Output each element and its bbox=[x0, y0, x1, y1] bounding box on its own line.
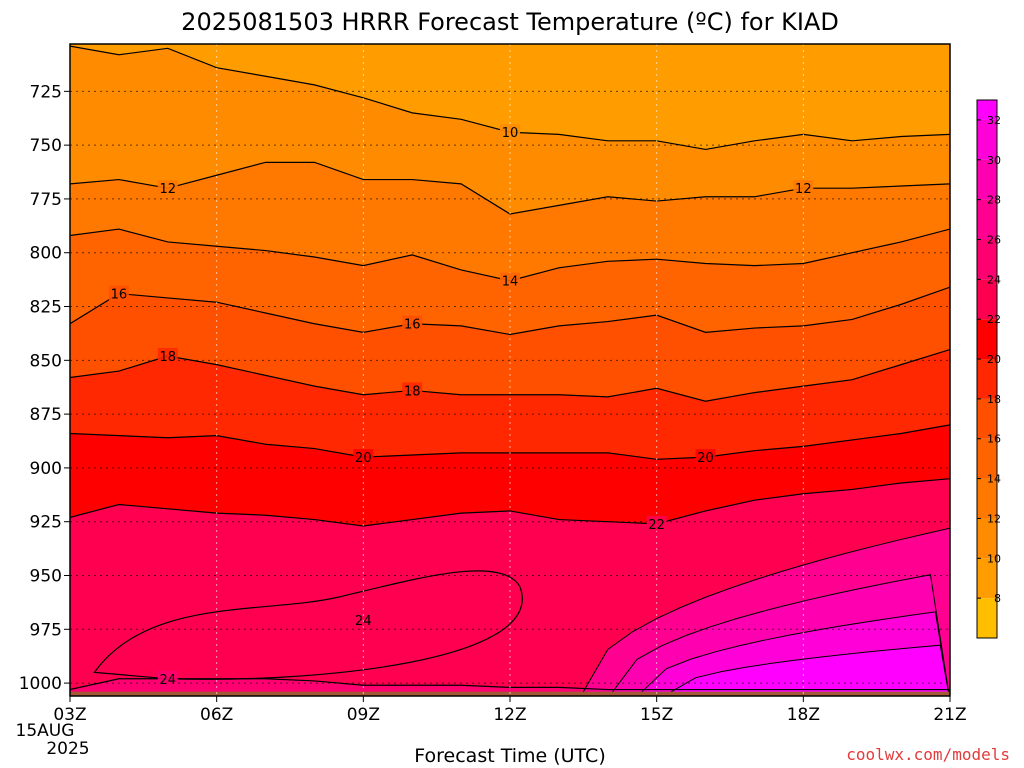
contour-label-bg bbox=[402, 315, 423, 331]
colorbar-swatch bbox=[977, 119, 997, 160]
colorbar-label: 32 bbox=[987, 114, 1001, 127]
contour-label-bg bbox=[157, 348, 178, 364]
grid-lines bbox=[69, 44, 951, 696]
colorbar-swatch bbox=[977, 478, 997, 519]
colorbar-swatch bbox=[977, 239, 997, 280]
colorbar-label: 14 bbox=[987, 473, 1001, 486]
colorbar-swatch bbox=[977, 598, 997, 638]
contour-label-bg bbox=[157, 670, 178, 686]
contour-label-bg bbox=[402, 382, 423, 398]
band-8-10 bbox=[70, 44, 950, 150]
contour-label-16: 16 bbox=[404, 318, 421, 333]
colorbar-label: 20 bbox=[987, 353, 1001, 366]
colorbar-label: 10 bbox=[987, 552, 1001, 565]
contour-label-10: 10 bbox=[502, 126, 519, 141]
contour-label-bg bbox=[500, 272, 520, 288]
y-tick-label: 950 bbox=[30, 566, 62, 586]
colorbar-label: 12 bbox=[987, 512, 1001, 525]
colorbar-swatch bbox=[977, 398, 997, 439]
date-label-month: 15AUG bbox=[16, 721, 75, 741]
x-tick-label: 12Z bbox=[493, 705, 526, 725]
y-tick-label: 750 bbox=[30, 136, 62, 156]
contour-label-bg bbox=[108, 285, 129, 301]
contour-label-22: 22 bbox=[648, 518, 665, 533]
colorbar-label: 16 bbox=[987, 433, 1001, 446]
contour-label-18: 18 bbox=[404, 384, 421, 399]
contour-label-12: 12 bbox=[160, 182, 177, 197]
colorbar-swatch bbox=[977, 438, 997, 479]
colorbar-label: 18 bbox=[987, 393, 1001, 406]
y-tick-label: 800 bbox=[30, 244, 62, 264]
colorbar-label: 8 bbox=[994, 592, 1001, 605]
x-tick-label: 03Z bbox=[53, 705, 86, 725]
temperature-fill bbox=[70, 44, 950, 696]
contour-label-16: 16 bbox=[111, 288, 128, 303]
y-tick-label: 775 bbox=[30, 190, 62, 210]
contour-label-20: 20 bbox=[355, 451, 372, 466]
x-axis-ticks: 03Z 06Z 09Z 12Z 15Z 18Z 21Z bbox=[53, 696, 967, 725]
y-tick-label: 975 bbox=[30, 620, 62, 640]
y-axis-ticks: 725 750 775 800 825 850 875 900 925 950 975 1000 bbox=[19, 82, 70, 694]
contour-label-bg bbox=[353, 449, 374, 465]
x-tick-label: 09Z bbox=[347, 705, 380, 725]
contour-label-bg bbox=[793, 180, 814, 196]
contour-label-bg bbox=[157, 180, 178, 196]
contour-label-14: 14 bbox=[502, 275, 519, 290]
colorbar-swatch bbox=[977, 319, 997, 360]
credit-text: coolwx.com/models bbox=[846, 745, 1010, 764]
contour-label-18: 18 bbox=[160, 350, 177, 365]
colorbar-swatch bbox=[977, 279, 997, 320]
colorbar-frame bbox=[976, 99, 998, 639]
colorbar-swatch bbox=[977, 159, 997, 200]
y-tick-label: 850 bbox=[30, 351, 62, 371]
chart-title: 2025081503 HRRR Forecast Temperature (ºC… bbox=[181, 8, 839, 36]
colorbar: 8 10 12 14 16 18 20 22 24 26 28 30 32 bbox=[976, 99, 1001, 639]
contour-label-bg bbox=[500, 124, 520, 140]
contour-label-20: 20 bbox=[697, 451, 714, 466]
y-tick-label: 925 bbox=[30, 513, 62, 533]
y-tick-label: 900 bbox=[30, 459, 62, 479]
y-tick-label: 1000 bbox=[19, 674, 62, 694]
colorbar-label: 28 bbox=[987, 194, 1001, 207]
y-tick-label: 875 bbox=[30, 405, 62, 425]
x-axis-title: Forecast Time (UTC) bbox=[414, 745, 605, 767]
colorbar-swatch bbox=[977, 518, 997, 559]
x-tick-label: 06Z bbox=[200, 705, 233, 725]
date-label-year: 2025 bbox=[46, 739, 89, 759]
y-tick-label: 725 bbox=[30, 82, 62, 102]
x-tick-label: 18Z bbox=[787, 705, 820, 725]
contour-label-12: 12 bbox=[795, 182, 812, 197]
plot-area: 10 12 12 14 16 16 18 18 20 20 22 24 24 bbox=[69, 43, 951, 697]
contour-label-bg bbox=[646, 515, 667, 531]
colorbar-swatch bbox=[977, 359, 997, 399]
colorbar-label: 22 bbox=[987, 313, 1001, 326]
x-tick-label: 15Z bbox=[640, 705, 673, 725]
colorbar-swatch bbox=[977, 558, 997, 599]
contour-label-bg bbox=[695, 449, 716, 465]
y-tick-label: 825 bbox=[30, 298, 62, 318]
colorbar-label: 26 bbox=[987, 233, 1001, 246]
colorbar-label: 24 bbox=[987, 273, 1001, 286]
contour-label-24-cell: 24 bbox=[355, 614, 372, 629]
x-tick-label: 21Z bbox=[933, 705, 966, 725]
warm-pool-4 bbox=[670, 644, 950, 696]
colorbar-swatch bbox=[977, 100, 997, 120]
colorbar-label: 30 bbox=[987, 154, 1001, 167]
isotherm-24-cell bbox=[93, 570, 523, 680]
contour-label-24: 24 bbox=[160, 673, 177, 688]
colorbar-swatch bbox=[977, 199, 997, 240]
